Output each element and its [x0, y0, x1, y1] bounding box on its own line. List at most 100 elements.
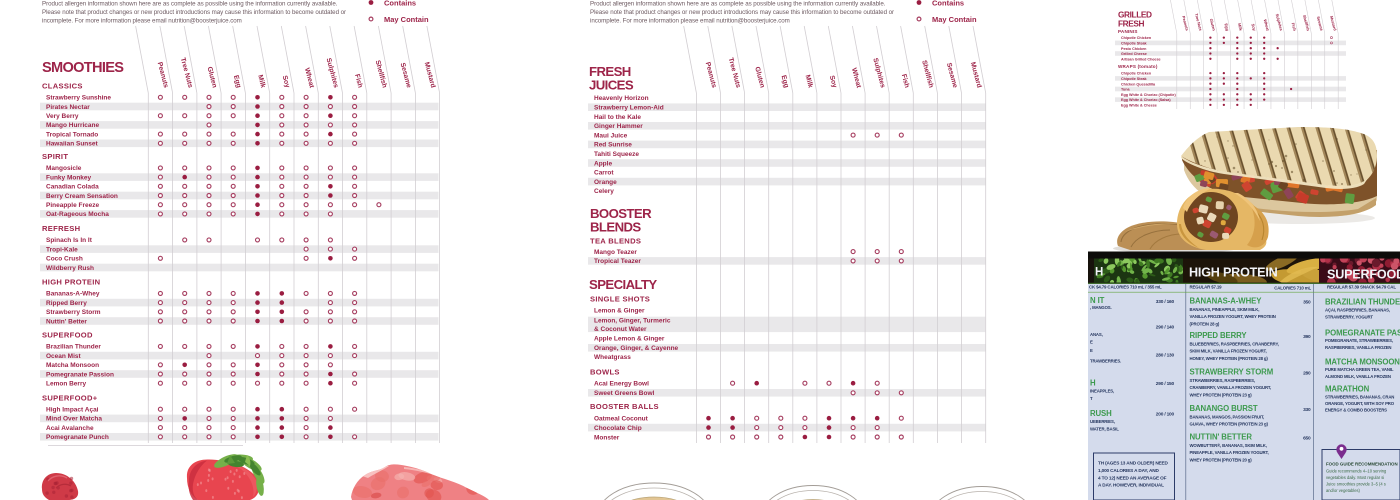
svg-text:Contains: Contains — [932, 0, 964, 7]
svg-text:WOWBUTTER®, BANANAS, SKIM MILK: WOWBUTTER®, BANANAS, SKIM MILK, — [1190, 443, 1267, 448]
svg-text:, MANGOS.: , MANGOS. — [1090, 305, 1112, 310]
svg-text:SKIM MILK, VANILLA FROZEN YOGU: SKIM MILK, VANILLA FROZEN YOGURT, — [1190, 349, 1267, 354]
svg-text:STRAWBERRY, YOGURT: STRAWBERRY, YOGURT — [1325, 314, 1373, 319]
svg-text:WHEY PROTEIN (PROTEIN 20 g): WHEY PROTEIN (PROTEIN 20 g) — [1190, 457, 1253, 462]
svg-text:BLUEBERRIES, RASPBERRIES, CRAN: BLUEBERRIES, RASPBERRIES, CRANBERRY, — [1190, 342, 1279, 347]
svg-text:May Contain: May Contain — [932, 15, 977, 24]
svg-text:Spinach Is In It: Spinach Is In It — [46, 237, 93, 244]
svg-text:BOOSTER BALLS: BOOSTER BALLS — [590, 402, 659, 411]
svg-text:Tropi-Kale: Tropi-Kale — [46, 246, 78, 253]
svg-text:UEBERRIES,: UEBERRIES, — [1090, 419, 1115, 424]
svg-text:Chipotle Chicken: Chipotle Chicken — [1121, 36, 1152, 40]
svg-text:HIGH PROTEIN: HIGH PROTEIN — [1189, 266, 1278, 280]
svg-text:Nuttin' Better: Nuttin' Better — [46, 318, 87, 325]
svg-text:incomplete. For more informati: incomplete. For more information please … — [590, 17, 790, 24]
svg-text:NUTTIN' BETTER: NUTTIN' BETTER — [1190, 433, 1253, 442]
svg-text:Chicken Quesadilla: Chicken Quesadilla — [1121, 82, 1156, 86]
svg-text:Soy: Soy — [1250, 23, 1257, 32]
svg-text:BRAZILIAN THUNDER: BRAZILIAN THUNDER — [1325, 298, 1400, 307]
svg-text:TH (AGES 13 AND OLDER) NEED: TH (AGES 13 AND OLDER) NEED — [1098, 461, 1169, 466]
svg-text:Maui Juice: Maui Juice — [594, 132, 628, 139]
svg-text:Monster: Monster — [594, 434, 620, 441]
svg-text:Please note that product chang: Please note that product changes or new … — [590, 9, 894, 16]
svg-text:Fish: Fish — [1291, 22, 1298, 32]
svg-text:Chipotle Steak: Chipotle Steak — [1121, 42, 1148, 46]
svg-text:Please note that product chang: Please note that product changes or new … — [42, 9, 346, 16]
svg-text:BOWLS: BOWLS — [590, 368, 620, 377]
svg-text:STRAWBERRIES, RASPBERRIES,: STRAWBERRIES, RASPBERRIES, — [1190, 378, 1255, 383]
svg-text:Lemon, Ginger, Turmeric: Lemon, Ginger, Turmeric — [594, 318, 671, 325]
svg-text:SPIRIT: SPIRIT — [42, 152, 68, 161]
svg-text:REGULAR $7.19: REGULAR $7.19 — [1190, 285, 1223, 290]
svg-text:FOOD GUIDE RECOMMENDATION: FOOD GUIDE RECOMMENDATION — [1326, 461, 1398, 466]
svg-text:390: 390 — [1303, 334, 1311, 340]
svg-text:Matcha Monsoon: Matcha Monsoon — [46, 362, 99, 369]
svg-text:Chipotle Steak: Chipotle Steak — [1121, 77, 1148, 81]
svg-text:Tropical Tornado: Tropical Tornado — [46, 131, 98, 138]
svg-text:Tropical Teazer: Tropical Teazer — [594, 258, 641, 265]
svg-text:Ocean Mist: Ocean Mist — [46, 353, 82, 360]
svg-text:INEAPPLES,: INEAPPLES, — [1090, 389, 1114, 394]
svg-text:TEA BLENDS: TEA BLENDS — [590, 236, 641, 245]
svg-text:650: 650 — [1303, 435, 1311, 441]
svg-text:(PROTEIN 28 g): (PROTEIN 28 g) — [1190, 321, 1220, 326]
svg-text:Carrot: Carrot — [594, 170, 614, 177]
svg-text:CK $4.79 CALORIES 710 mL / 35: CK $4.79 CALORIES 710 mL / 355 mL — [1089, 285, 1162, 290]
svg-text:Tahiti Squeeze: Tahiti Squeeze — [594, 151, 639, 158]
svg-text:290 / 150: 290 / 150 — [1156, 381, 1175, 387]
svg-text:Chocolate Chip: Chocolate Chip — [594, 425, 642, 432]
svg-text:Contains: Contains — [384, 0, 416, 7]
svg-text:and/or vegetables): and/or vegetables) — [1326, 488, 1361, 493]
svg-text:Fish: Fish — [353, 73, 363, 88]
svg-text:Egg: Egg — [780, 74, 790, 88]
svg-text:VANILLA FROZEN YOGURT, WHEY PR: VANILLA FROZEN YOGURT, WHEY PROTEIN — [1190, 314, 1276, 319]
svg-text:Pirates Nectar: Pirates Nectar — [46, 104, 90, 111]
svg-text:Artisan Grilled Cheese: Artisan Grilled Cheese — [1121, 57, 1161, 61]
svg-text:Acai Avalanche: Acai Avalanche — [46, 425, 94, 432]
svg-text:MATCHA MONSOON: MATCHA MONSOON — [1325, 358, 1400, 367]
svg-text:STRAWBERRY STORM: STRAWBERRY STORM — [1190, 368, 1274, 377]
svg-text:BOOSTER: BOOSTER — [590, 206, 652, 221]
svg-text:Sulphites: Sulphites — [1275, 13, 1284, 31]
svg-text:& Coconut Water: & Coconut Water — [594, 326, 647, 333]
svg-text:Peanuts: Peanuts — [1181, 15, 1190, 31]
svg-text:CRANBERRY, VANILLA FROZEN YOGU: CRANBERRY, VANILLA FROZEN YOGURT, — [1190, 385, 1271, 390]
svg-text:Hawaiian Sunset: Hawaiian Sunset — [46, 141, 98, 148]
svg-text:Apple: Apple — [594, 160, 612, 167]
svg-text:ORANGE, YOGURT, WITH SOY PRO: ORANGE, YOGURT, WITH SOY PRO — [1325, 401, 1395, 406]
svg-text:TRAWBERRIES.: TRAWBERRIES. — [1090, 358, 1121, 363]
svg-text:Celery: Celery — [594, 188, 614, 195]
svg-text:Funky Monkey: Funky Monkey — [46, 174, 92, 181]
svg-text:Ginger Hammer: Ginger Hammer — [594, 123, 643, 130]
svg-text:Acai Energy Bowl: Acai Energy Bowl — [594, 381, 649, 388]
svg-text:JUICES: JUICES — [589, 78, 634, 93]
svg-text:T: T — [1090, 396, 1093, 401]
svg-text:Milk: Milk — [1237, 23, 1244, 32]
svg-text:BLENDS: BLENDS — [590, 219, 641, 234]
svg-text:Sweet Greens Bowl: Sweet Greens Bowl — [594, 390, 655, 397]
svg-text:Tree Nuts: Tree Nuts — [1194, 13, 1203, 31]
svg-text:RIPPED BERRY: RIPPED BERRY — [1190, 331, 1248, 340]
svg-text:Wheat: Wheat — [1263, 19, 1271, 32]
svg-text:Egg White & Chorizo (Chipotle): Egg White & Chorizo (Chipotle) — [1121, 93, 1176, 97]
svg-text:Lemon Berry: Lemon Berry — [46, 381, 86, 388]
svg-text:POMEGRANATE PASS: POMEGRANATE PASS — [1325, 329, 1400, 338]
svg-text:E: E — [1090, 348, 1093, 353]
svg-text:Coco Crush: Coco Crush — [46, 256, 83, 263]
svg-text:Product allergen information s: Product allergen information shown here … — [42, 1, 338, 8]
svg-text:ENERGY & COMBO BOOSTERS: ENERGY & COMBO BOOSTERS — [1325, 408, 1387, 413]
svg-text:High Impact Açai: High Impact Açai — [46, 407, 99, 414]
svg-text:Oat-Rageous Mocha: Oat-Rageous Mocha — [46, 211, 109, 218]
svg-text:Hail to the Kale: Hail to the Kale — [594, 114, 641, 121]
svg-text:Ripped Berry: Ripped Berry — [46, 300, 87, 307]
svg-text:Mango Teazer: Mango Teazer — [594, 249, 637, 256]
svg-text:MARATHON: MARATHON — [1325, 385, 1370, 394]
svg-text:GUAVA, WHEY PROTEIN (PROTEIN 2: GUAVA, WHEY PROTEIN (PROTEIN 23 g) — [1190, 422, 1269, 427]
svg-text:Strawberry Lemon-Aid: Strawberry Lemon-Aid — [594, 105, 664, 112]
svg-text:Sesame: Sesame — [1316, 16, 1325, 32]
svg-text:330: 330 — [1303, 407, 1311, 413]
svg-text:SINGLE SHOTS: SINGLE SHOTS — [590, 295, 650, 304]
svg-text:Milk: Milk — [256, 74, 266, 89]
svg-text:vegetables daily. Most regular: vegetables daily. Most regular si — [1326, 475, 1384, 480]
svg-text:Soy: Soy — [281, 75, 291, 89]
